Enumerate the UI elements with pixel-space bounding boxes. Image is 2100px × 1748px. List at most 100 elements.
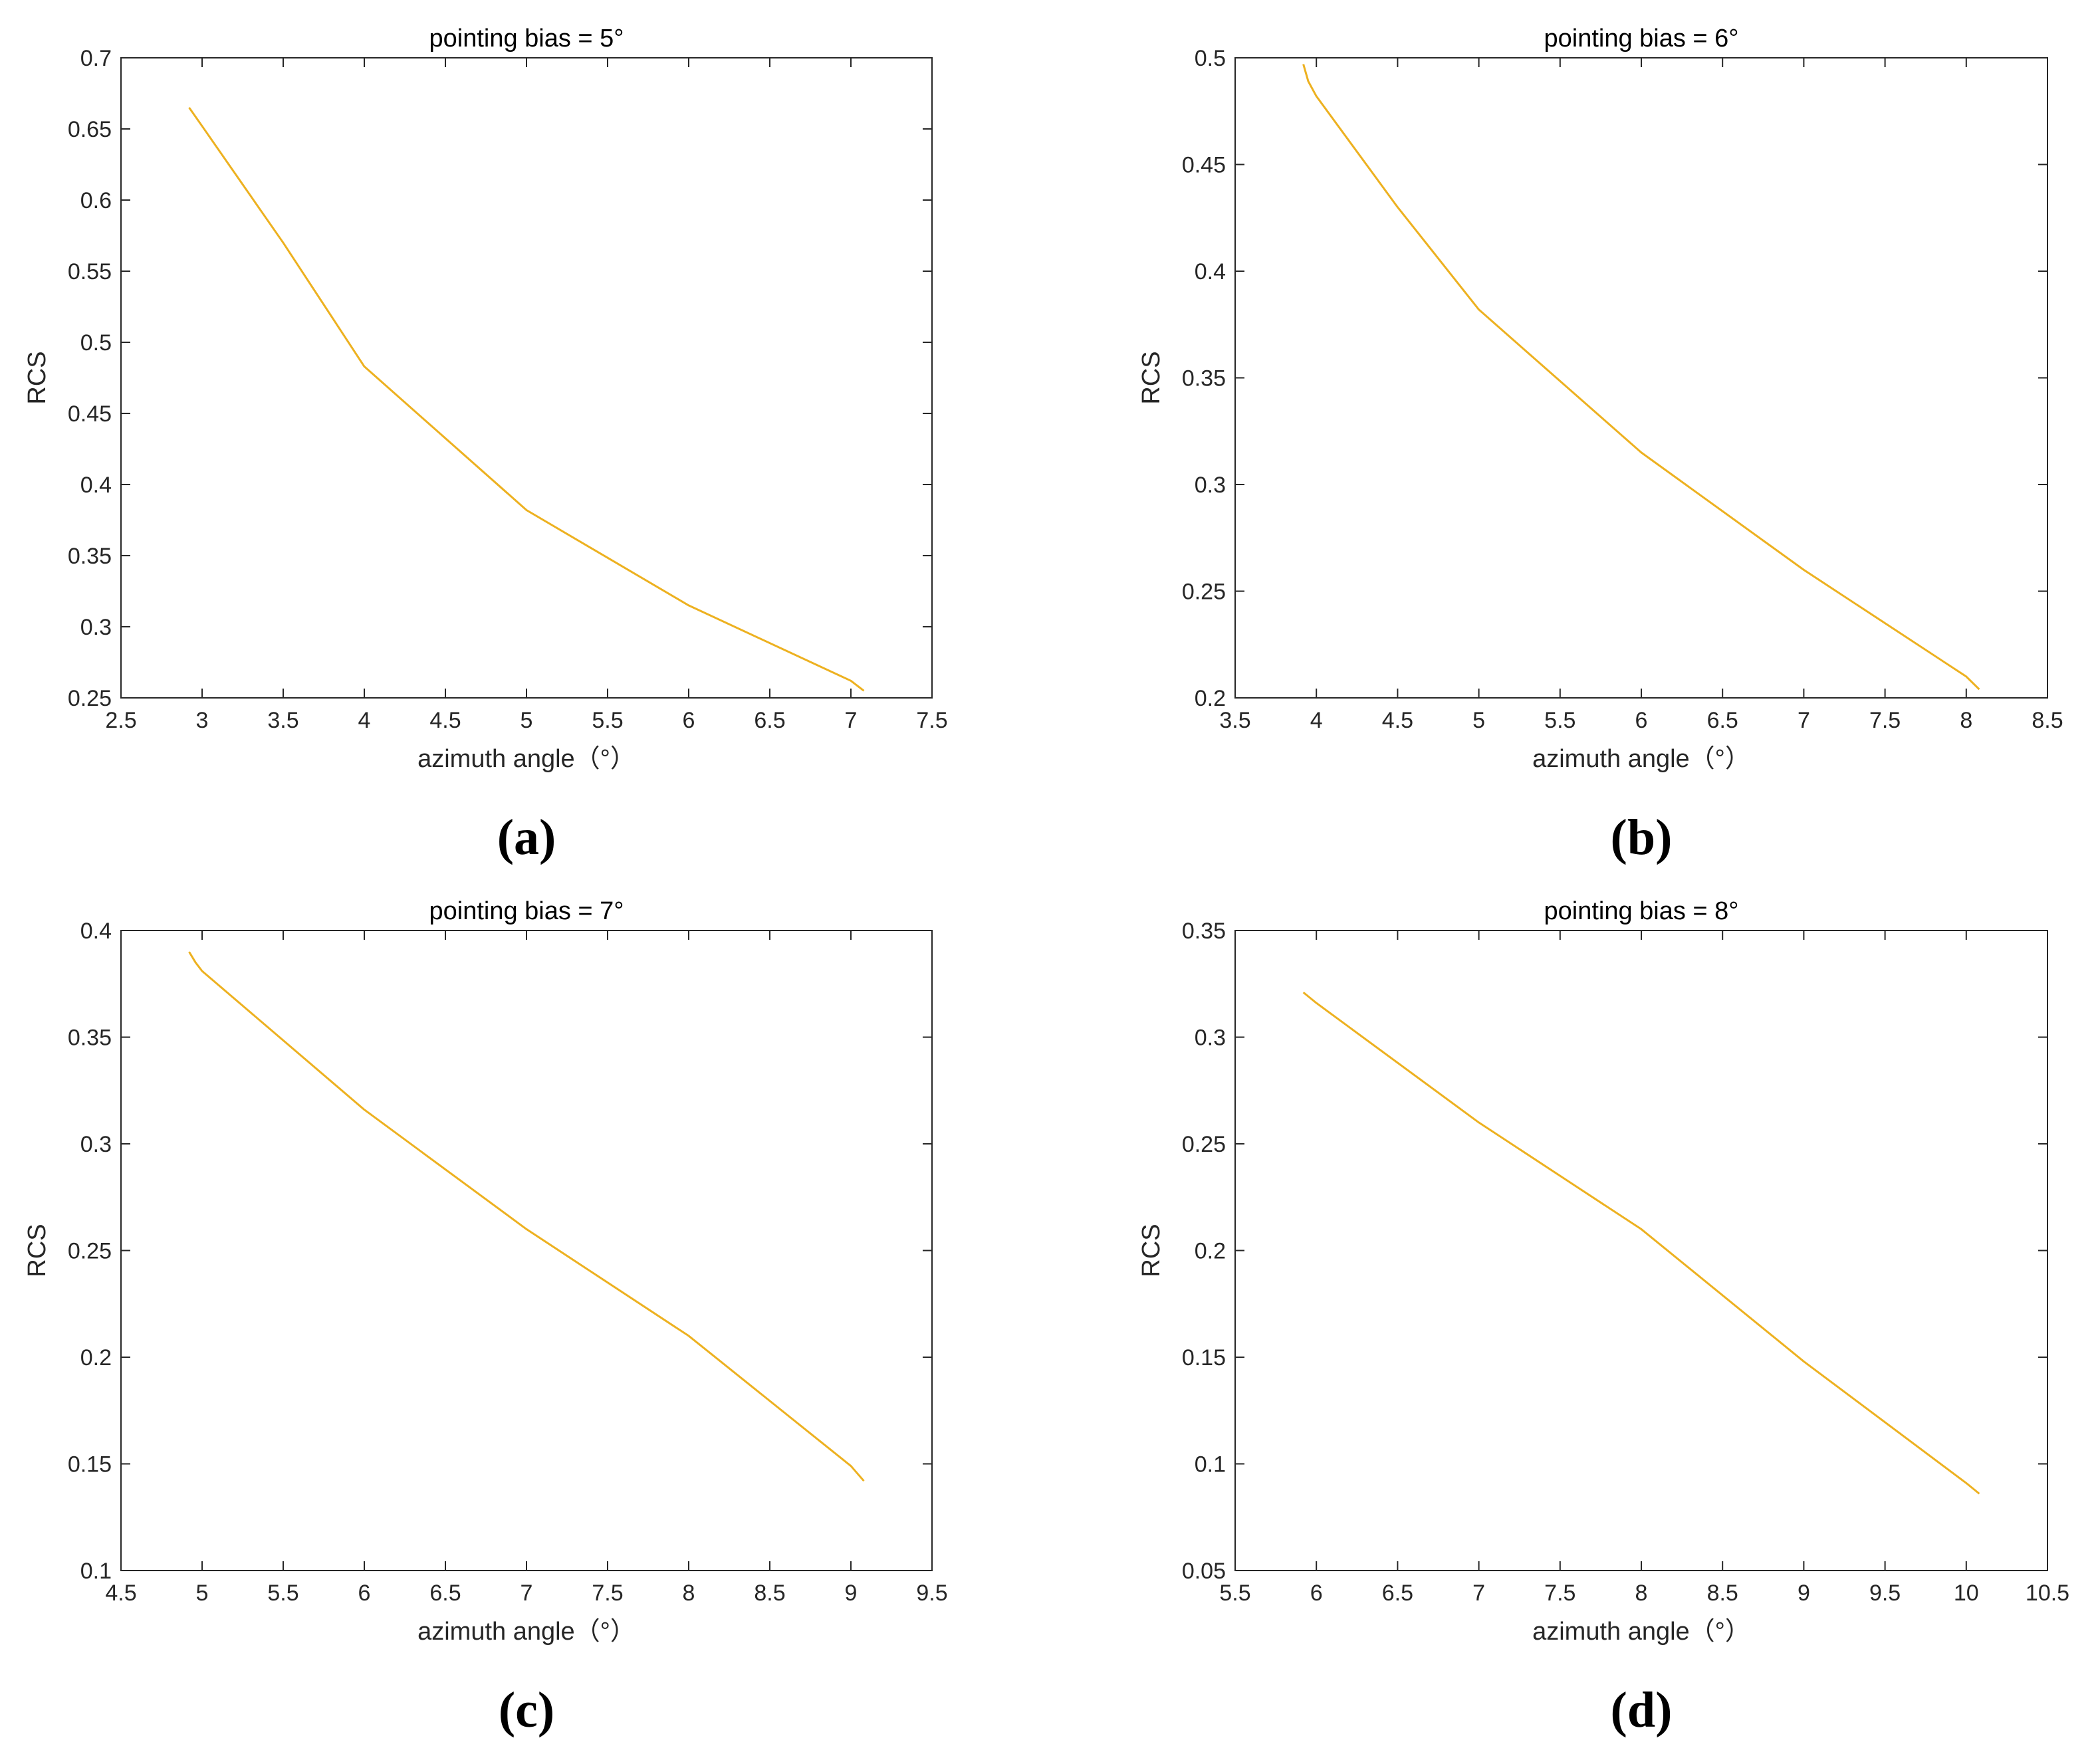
y-tick-label: 0.6 xyxy=(80,188,112,213)
y-tick-label: 0.3 xyxy=(1195,473,1226,498)
y-tick-label: 0.1 xyxy=(1195,1452,1226,1477)
y-tick-label: 0.1 xyxy=(80,1559,112,1584)
y-tick-label: 0.45 xyxy=(68,401,112,427)
y-tick-label: 0.25 xyxy=(1182,1132,1226,1157)
y-tick-label: 0.2 xyxy=(1195,686,1226,711)
chart-title: pointing bias = 7° xyxy=(429,897,624,925)
series-line xyxy=(188,951,865,1482)
x-tick-label: 5 xyxy=(1472,708,1485,733)
y-tick-label: 0.15 xyxy=(1182,1345,1226,1370)
y-tick-label: 0.05 xyxy=(1182,1559,1226,1584)
y-tick-label: 0.4 xyxy=(1195,259,1226,284)
chart-title: pointing bias = 5° xyxy=(429,25,624,53)
x-tick-label: 8.5 xyxy=(1707,1581,1738,1606)
y-tick-label: 0.2 xyxy=(80,1345,112,1370)
chart-title: pointing bias = 8° xyxy=(1544,897,1738,925)
x-tick-label: 6.5 xyxy=(754,708,785,733)
x-tick-label: 6.5 xyxy=(1382,1581,1413,1606)
y-tick-label: 0.3 xyxy=(80,1132,112,1157)
panel-label: (a) xyxy=(497,810,556,865)
chart-panel-3: pointing bias = 7° 4.5 5 5.5 6 6.5 7 7.5 8 8.5 9 9.… xyxy=(23,897,948,1738)
x-axis-label: azimuth angle（°） xyxy=(1532,745,1750,773)
x-tick-label: 10 xyxy=(1954,1581,1979,1606)
x-tick-label: 3 xyxy=(196,708,209,733)
y-tick-label: 0.4 xyxy=(80,919,112,944)
y-tick-label: 0.3 xyxy=(1195,1026,1226,1051)
y-tick-label: 0.35 xyxy=(1182,919,1226,944)
y-tick-label: 0.35 xyxy=(68,544,112,569)
y-tick-label: 0.35 xyxy=(1182,366,1226,391)
y-tick-label: 0.25 xyxy=(68,686,112,711)
y-tick-label: 0.35 xyxy=(68,1026,112,1051)
plot-area xyxy=(1234,930,2048,1571)
series-line xyxy=(1302,991,1980,1495)
y-tick-label: 0.65 xyxy=(68,117,112,142)
x-tick-label: 7 xyxy=(1798,708,1810,733)
y-tick-label: 0.4 xyxy=(80,473,112,498)
x-tick-label: 9.5 xyxy=(916,1581,947,1606)
x-tick-label: 8.5 xyxy=(2032,708,2063,733)
x-tick-label: 5.5 xyxy=(1219,1581,1250,1606)
x-tick-label: 7 xyxy=(845,708,858,733)
x-tick-label: 3.5 xyxy=(267,708,298,733)
x-tick-label: 4.5 xyxy=(1382,708,1413,733)
x-tick-label: 6 xyxy=(358,1581,371,1606)
y-tick-label: 0.25 xyxy=(68,1239,112,1264)
y-tick-label: 0.55 xyxy=(68,259,112,284)
y-tick-label: 0.25 xyxy=(1182,580,1226,605)
panel-label: (b) xyxy=(1611,810,1673,865)
x-tick-label: 7.5 xyxy=(1869,708,1901,733)
chart-panel-2: pointing bias = 6° 3.5 4 4.5 5 5.5 6 6.5 7 7.5 8 8.… xyxy=(1137,25,2063,865)
y-axis-label: RCS xyxy=(23,1224,51,1277)
x-tick-label: 10.5 xyxy=(2026,1581,2069,1606)
x-tick-label: 7.5 xyxy=(916,708,947,733)
x-tick-label: 2.5 xyxy=(105,708,136,733)
x-tick-label: 6.5 xyxy=(1707,708,1738,733)
x-axis-label: azimuth angle（°） xyxy=(417,745,636,773)
x-tick-label: 5.5 xyxy=(267,1581,298,1606)
y-tick-label: 0.45 xyxy=(1182,153,1226,178)
series-line xyxy=(188,107,865,692)
x-tick-label: 8.5 xyxy=(754,1581,785,1606)
x-tick-label: 8 xyxy=(683,1581,695,1606)
x-tick-label: 5.5 xyxy=(592,708,623,733)
x-tick-label: 6 xyxy=(1310,1581,1323,1606)
x-tick-label: 9 xyxy=(845,1581,858,1606)
x-tick-label: 9 xyxy=(1798,1581,1810,1606)
y-axis-label: RCS xyxy=(23,351,51,404)
x-tick-label: 7 xyxy=(1472,1581,1485,1606)
x-tick-label: 5 xyxy=(521,708,533,733)
y-tick-label: 0.15 xyxy=(68,1452,112,1477)
x-tick-label: 4.5 xyxy=(429,708,461,733)
chart-panel-1: pointing bias = 5° 2.5 3 3.5 4 4.5 5 5.5 6 6.5 7 7.… xyxy=(23,25,948,865)
series-line xyxy=(1302,64,1980,691)
y-tick-label: 0.3 xyxy=(80,615,112,640)
x-tick-label: 5 xyxy=(196,1581,209,1606)
x-tick-label: 6 xyxy=(683,708,695,733)
x-axis-label: azimuth angle（°） xyxy=(1532,1618,1750,1646)
x-tick-label: 6.5 xyxy=(429,1581,461,1606)
x-tick-label: 7 xyxy=(521,1581,533,1606)
x-tick-label: 8 xyxy=(1635,1581,1648,1606)
y-axis-label: RCS xyxy=(1137,351,1165,404)
x-tick-label: 4 xyxy=(358,708,371,733)
y-axis-label: RCS xyxy=(1137,1224,1165,1277)
x-tick-label: 9.5 xyxy=(1869,1581,1901,1606)
plot-area xyxy=(120,930,933,1571)
chart-panel-4: pointing bias = 8° 5.5 6 6.5 7 7.5 8 8.5 9 9.5 10 1… xyxy=(1137,897,2069,1738)
x-tick-label: 4 xyxy=(1310,708,1323,733)
y-tick-label: 0.5 xyxy=(1195,46,1226,71)
x-tick-label: 7.5 xyxy=(592,1581,623,1606)
plot-area xyxy=(1234,57,2048,699)
y-tick-label: 0.7 xyxy=(80,46,112,71)
x-axis-label: azimuth angle（°） xyxy=(417,1618,636,1646)
panel-label: (d) xyxy=(1611,1682,1673,1738)
x-tick-label: 7.5 xyxy=(1544,1581,1575,1606)
x-tick-label: 3.5 xyxy=(1219,708,1250,733)
x-tick-label: 8 xyxy=(1960,708,1972,733)
x-tick-label: 6 xyxy=(1635,708,1648,733)
chart-title: pointing bias = 6° xyxy=(1544,25,1738,53)
y-tick-label: 0.5 xyxy=(80,330,112,356)
x-tick-label: 4.5 xyxy=(105,1581,136,1606)
